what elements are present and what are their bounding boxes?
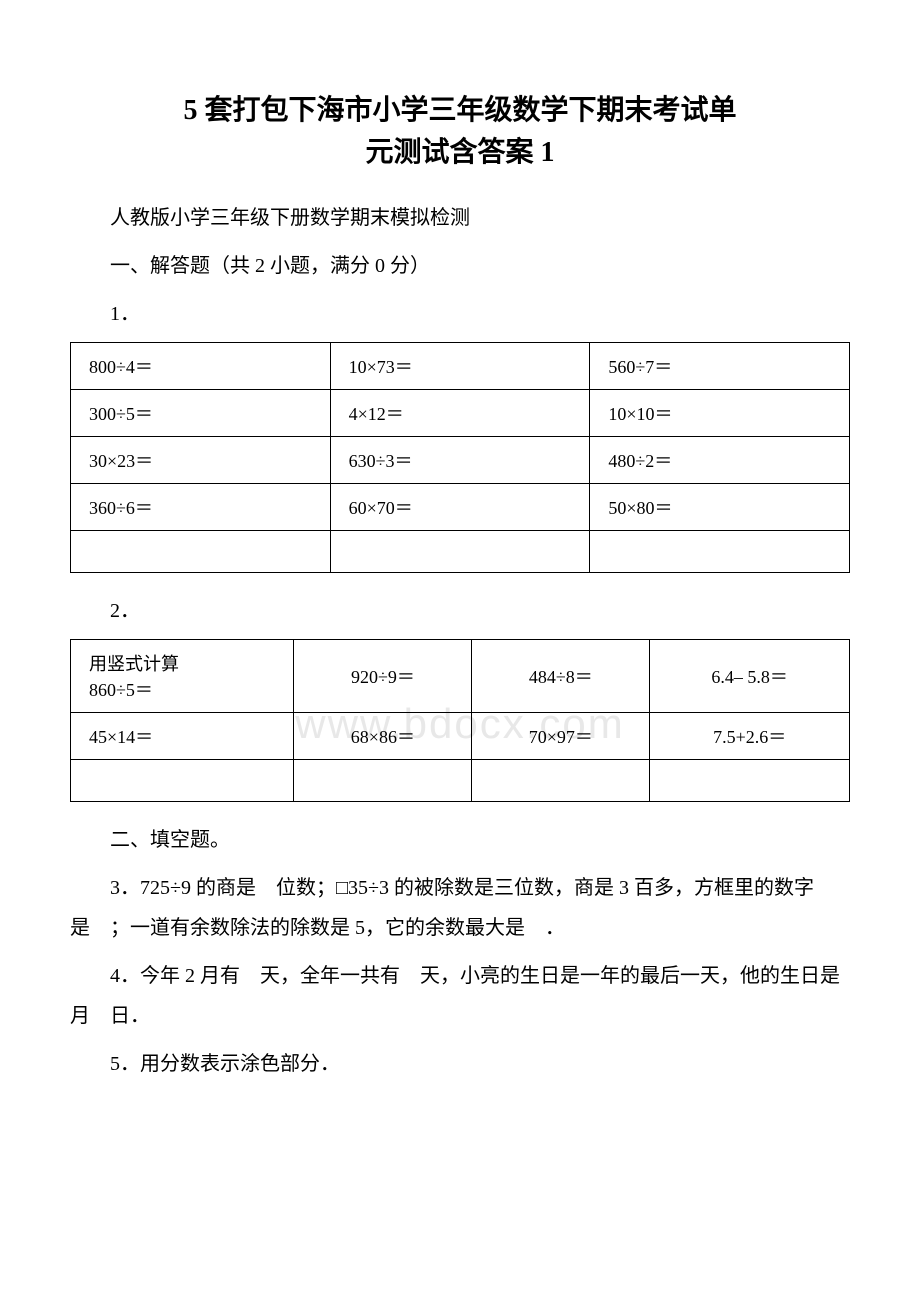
- calculation-table-2: 用竖式计算 860÷5＝ 920÷9＝ 484÷8＝ 6.4– 5.8＝ 45×…: [70, 639, 850, 802]
- table-cell: 300÷5＝: [71, 390, 331, 437]
- table-row: [71, 531, 850, 573]
- table-cell: 用竖式计算 860÷5＝: [71, 640, 294, 713]
- title-line-2: 元测试含答案 1: [365, 137, 554, 168]
- document-title: 5 套打包下海市小学三年级数学下期末考试单 元测试含答案 1: [70, 90, 850, 174]
- table-cell: [472, 760, 650, 802]
- intro-paragraph-1: 人教版小学三年级下册数学期末模拟检测: [70, 198, 850, 238]
- table-cell: [294, 760, 472, 802]
- table-cell: 800÷4＝: [71, 343, 331, 390]
- table-cell: 10×73＝: [330, 343, 590, 390]
- table-row: [71, 760, 850, 802]
- table-row: 用竖式计算 860÷5＝ 920÷9＝ 484÷8＝ 6.4– 5.8＝: [71, 640, 850, 713]
- table-row: 800÷4＝ 10×73＝ 560÷7＝: [71, 343, 850, 390]
- question-3: 3．725÷9 的商是 位数；□35÷3 的被除数是三位数，商是 3 百多，方框…: [70, 868, 850, 948]
- question-1-label: 1．: [70, 294, 850, 334]
- table-cell: [650, 760, 850, 802]
- table-cell: 360÷6＝: [71, 484, 331, 531]
- table-cell: 68×86＝: [294, 713, 472, 760]
- title-line-1: 5 套打包下海市小学三年级数学下期末考试单: [183, 95, 736, 126]
- table-cell: [590, 531, 850, 573]
- table-cell: 630÷3＝: [330, 437, 590, 484]
- table-cell: 45×14＝: [71, 713, 294, 760]
- table-cell: 70×97＝: [472, 713, 650, 760]
- section-2-heading: 二、填空题。: [70, 820, 850, 860]
- calculation-table-1: 800÷4＝ 10×73＝ 560÷7＝ 300÷5＝ 4×12＝ 10×10＝…: [70, 342, 850, 573]
- intro-paragraph-2: 一、解答题（共 2 小题，满分 0 分）: [70, 246, 850, 286]
- table-row: 30×23＝ 630÷3＝ 480÷2＝: [71, 437, 850, 484]
- table-cell: [330, 531, 590, 573]
- table-cell: 4×12＝: [330, 390, 590, 437]
- table-cell: [71, 531, 331, 573]
- table-cell: 484÷8＝: [472, 640, 650, 713]
- table-cell: 480÷2＝: [590, 437, 850, 484]
- table-row: 45×14＝ 68×86＝ 70×97＝ 7.5+2.6＝: [71, 713, 850, 760]
- table-cell: 6.4– 5.8＝: [650, 640, 850, 713]
- question-5: 5．用分数表示涂色部分．: [70, 1044, 850, 1084]
- table-row: 300÷5＝ 4×12＝ 10×10＝: [71, 390, 850, 437]
- table-cell: 30×23＝: [71, 437, 331, 484]
- table-cell: 10×10＝: [590, 390, 850, 437]
- table-cell: [71, 760, 294, 802]
- table-cell: 920÷9＝: [294, 640, 472, 713]
- table-cell: 560÷7＝: [590, 343, 850, 390]
- table-row: 360÷6＝ 60×70＝ 50×80＝: [71, 484, 850, 531]
- table-cell: 7.5+2.6＝: [650, 713, 850, 760]
- table-cell: 50×80＝: [590, 484, 850, 531]
- question-4: 4．今年 2 月有 天，全年一共有 天，小亮的生日是一年的最后一天，他的生日是 …: [70, 956, 850, 1036]
- table-cell: 60×70＝: [330, 484, 590, 531]
- question-2-label: 2．: [70, 591, 850, 631]
